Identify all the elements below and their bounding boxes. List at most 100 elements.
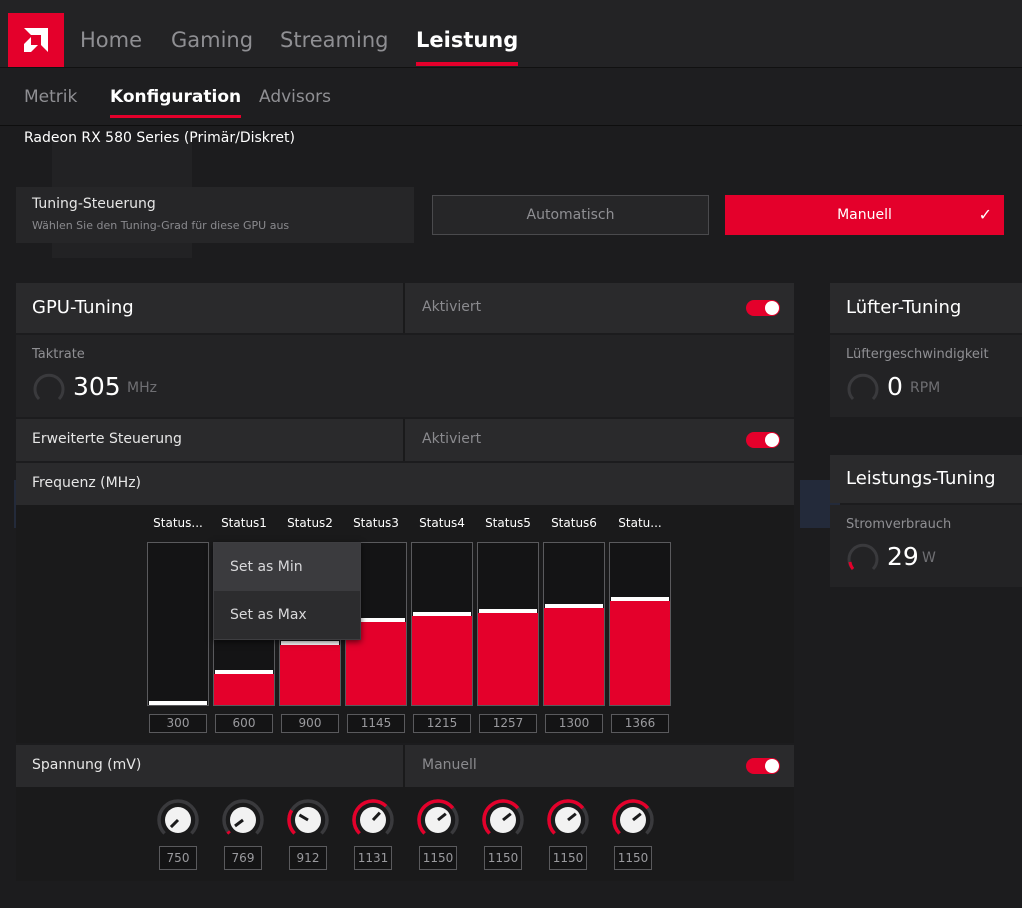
advanced-control-header: Erweiterte Steuerung Aktiviert xyxy=(16,419,794,461)
voltage-value-field[interactable]: 1150 xyxy=(614,846,652,870)
nav-streaming[interactable]: Streaming xyxy=(280,28,389,52)
nav-leistung[interactable]: Leistung xyxy=(416,28,519,66)
amd-logo[interactable] xyxy=(8,13,64,67)
fan-gauge-icon xyxy=(847,373,879,401)
bar-handle[interactable] xyxy=(611,597,669,601)
automatic-button[interactable]: Automatisch xyxy=(432,195,709,235)
frequency-state-bar[interactable] xyxy=(345,542,407,706)
fan-panel: Lüftergeschwindigkeit 0 RPM xyxy=(830,335,1022,417)
bar-handle[interactable] xyxy=(347,618,405,622)
voltage-toggle[interactable] xyxy=(746,758,780,774)
advanced-control-status: Aktiviert xyxy=(422,431,482,447)
clock-unit: MHz xyxy=(127,380,157,396)
frequency-value-field[interactable]: 1257 xyxy=(479,714,537,733)
voltage-knob[interactable] xyxy=(611,798,655,842)
amd-logo-icon xyxy=(24,28,48,52)
top-nav-bar: Home Gaming Streaming Leistung xyxy=(0,0,1022,68)
toggle-knob xyxy=(765,301,779,315)
voltage-knob[interactable] xyxy=(481,798,525,842)
tuning-control-panel: Tuning-Steuerung Wählen Sie den Tuning-G… xyxy=(16,187,414,243)
advanced-control-label: Erweiterte Steuerung xyxy=(32,431,182,447)
bar-handle[interactable] xyxy=(215,670,273,674)
voltage-value-field[interactable]: 1150 xyxy=(419,846,457,870)
tab-metrik[interactable]: Metrik xyxy=(24,87,78,107)
bar-handle[interactable] xyxy=(545,604,603,608)
power-label: Stromverbrauch xyxy=(846,517,952,532)
frequency-value-field[interactable]: 300 xyxy=(149,714,207,733)
bar-fill xyxy=(610,601,670,705)
gpu-tuning-header: GPU-Tuning Aktiviert xyxy=(16,283,794,333)
voltage-knob[interactable] xyxy=(286,798,330,842)
state-label: Statu... xyxy=(618,516,662,530)
frequency-value-field[interactable]: 1300 xyxy=(545,714,603,733)
frequency-state-bar[interactable] xyxy=(543,542,605,706)
voltage-knob[interactable] xyxy=(416,798,460,842)
frequency-value-field[interactable]: 1145 xyxy=(347,714,405,733)
state-label: Status1 xyxy=(221,516,267,530)
state-label: Status5 xyxy=(485,516,531,530)
frequency-value-field[interactable]: 1215 xyxy=(413,714,471,733)
voltage-value-field[interactable]: 1150 xyxy=(549,846,587,870)
voltage-knob[interactable] xyxy=(351,798,395,842)
frequency-header: Frequenz (MHz) xyxy=(16,463,794,505)
power-unit: W xyxy=(922,550,936,566)
nav-home[interactable]: Home xyxy=(80,28,143,52)
bar-fill xyxy=(280,645,340,705)
power-gauge-icon xyxy=(847,543,879,571)
voltage-knob[interactable] xyxy=(221,798,265,842)
fan-tuning-header: Lüfter-Tuning xyxy=(830,283,1022,333)
sub-nav-bar: Metrik Konfiguration Advisors xyxy=(0,68,1022,126)
state-label: Status6 xyxy=(551,516,597,530)
divider xyxy=(403,745,405,787)
advanced-control-toggle[interactable] xyxy=(746,432,780,448)
bar-fill xyxy=(412,616,472,705)
state-label: Status... xyxy=(153,516,203,530)
toggle-knob xyxy=(765,433,779,447)
tab-advisors[interactable]: Advisors xyxy=(259,87,332,107)
menu-item-set-as-min[interactable]: Set as Min xyxy=(214,543,360,591)
clock-value: 305 xyxy=(73,372,121,401)
voltage-knob[interactable] xyxy=(156,798,200,842)
divider xyxy=(403,419,405,461)
bar-handle[interactable] xyxy=(149,701,207,705)
state-label: Status3 xyxy=(353,516,399,530)
frequency-state-bar[interactable] xyxy=(411,542,473,706)
bar-handle[interactable] xyxy=(479,609,537,613)
voltage-mode: Manuell xyxy=(422,757,477,773)
clock-panel: Taktrate 305 MHz xyxy=(16,335,794,417)
manual-button-label: Manuell xyxy=(837,207,892,223)
fan-speed-value: 0 xyxy=(887,372,903,401)
power-panel: Stromverbrauch 29 W xyxy=(830,505,1022,587)
voltage-value-field[interactable]: 750 xyxy=(159,846,197,870)
frequency-state-bar[interactable] xyxy=(477,542,539,706)
power-value: 29 xyxy=(887,542,919,571)
power-tuning-header: Leistungs-Tuning xyxy=(830,455,1022,503)
state-label: Status4 xyxy=(419,516,465,530)
toggle-knob xyxy=(765,759,779,773)
gpu-name: Radeon RX 580 Series (Primär/Diskret) xyxy=(24,130,295,146)
voltage-value-field[interactable]: 1131 xyxy=(354,846,392,870)
fan-speed-label: Lüftergeschwindigkeit xyxy=(846,347,989,362)
voltage-value-field[interactable]: 912 xyxy=(289,846,327,870)
menu-item-set-as-max[interactable]: Set as Max xyxy=(230,607,307,623)
frequency-value-field[interactable]: 600 xyxy=(215,714,273,733)
voltage-value-field[interactable]: 1150 xyxy=(484,846,522,870)
power-tuning-title: Leistungs-Tuning xyxy=(846,468,996,489)
voltage-knob[interactable] xyxy=(546,798,590,842)
state-context-menu: Set as Min Set as Max xyxy=(213,542,361,640)
manual-button[interactable]: Manuell ✓ xyxy=(725,195,1004,235)
frequency-state-bar[interactable] xyxy=(147,542,209,706)
tab-konfiguration[interactable]: Konfiguration xyxy=(110,87,242,118)
frequency-value-field[interactable]: 900 xyxy=(281,714,339,733)
bar-handle[interactable] xyxy=(413,612,471,616)
gpu-tuning-toggle[interactable] xyxy=(746,300,780,316)
frequency-value-field[interactable]: 1366 xyxy=(611,714,669,733)
voltage-panel xyxy=(16,787,794,881)
nav-gaming[interactable]: Gaming xyxy=(171,28,254,52)
bar-handle[interactable] xyxy=(281,641,339,645)
voltage-value-field[interactable]: 769 xyxy=(224,846,262,870)
fan-speed-unit: RPM xyxy=(910,380,941,396)
bar-fill xyxy=(544,608,604,705)
frequency-state-bar[interactable] xyxy=(609,542,671,706)
clock-gauge-icon xyxy=(33,373,65,401)
